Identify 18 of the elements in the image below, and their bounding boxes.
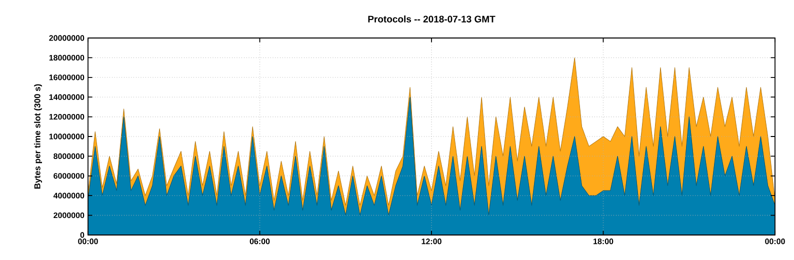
y-tick-label: 16000000 [49,74,84,80]
y-tick-label: 6000000 [54,173,84,179]
y-tick-label: 20000000 [49,35,84,41]
chart-title: Protocols -- 2018-07-13 GMT [368,15,496,22]
y-tick-label: 14000000 [49,94,84,100]
x-tick-label: 00:00 [78,238,98,244]
x-tick-label: 06:00 [250,238,270,244]
x-tick-label: 18:00 [594,238,614,244]
x-tick-label: 12:00 [422,238,442,244]
y-tick-label: 0 [80,232,84,238]
y-tick-label: 4000000 [53,192,84,198]
y-tick-label: 8000000 [54,153,84,160]
y-axis-title: Bytes per time slot (300 s) [34,84,42,189]
y-tick-label: 12000000 [49,114,84,120]
x-tick-label: 00:00 [765,238,785,244]
y-tick-label: 2000000 [54,212,84,218]
y-tick-label: 18000000 [49,54,84,61]
y-tick-label: 10000000 [49,134,84,140]
